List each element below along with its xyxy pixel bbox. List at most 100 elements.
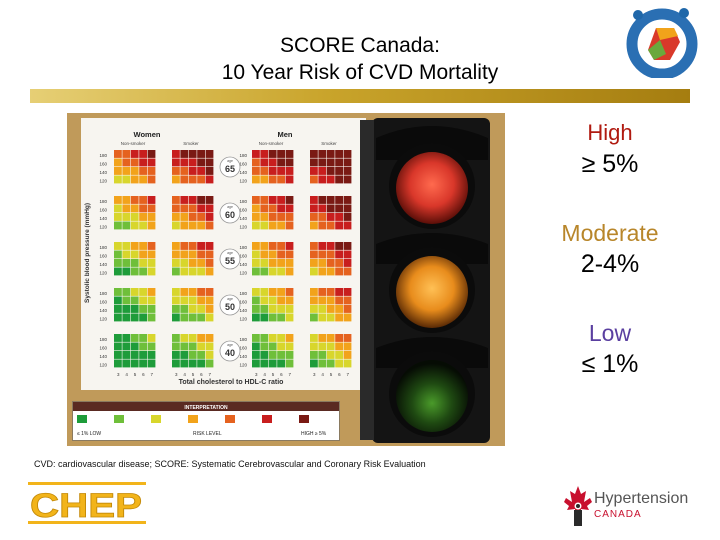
risk-cell (277, 196, 285, 204)
sbp-tick-label: 160 (239, 346, 247, 351)
risk-cell (335, 313, 343, 322)
risk-cell (188, 359, 197, 368)
risk-cell (139, 204, 147, 213)
hypertension-name: Hypertension (594, 490, 689, 507)
cholesterol-tick-label: 3 (313, 372, 316, 377)
risk-cell (197, 196, 205, 204)
risk-cell (180, 359, 189, 368)
risk-cell (205, 259, 214, 267)
risk-cell (343, 196, 352, 204)
cholesterol-tick-label: 7 (209, 372, 212, 377)
risk-level-high-word: High (587, 120, 633, 145)
risk-cell (277, 213, 285, 221)
risk-cell (318, 242, 327, 250)
risk-cell (139, 334, 147, 342)
risk-cell (343, 150, 352, 158)
risk-cell (130, 267, 139, 276)
risk-cell (268, 313, 277, 322)
risk-cell (268, 259, 277, 267)
risk-level-high-value: ≥ 5% (581, 150, 639, 178)
risk-cell (318, 288, 327, 296)
risk-cell (114, 359, 122, 368)
risk-cell (318, 204, 327, 213)
risk-cell (172, 158, 180, 167)
risk-cell (310, 158, 318, 167)
risk-cell (343, 158, 352, 167)
risk-cell (260, 196, 269, 204)
risk-cell (326, 221, 335, 230)
cholesterol-tick-label: 4 (125, 372, 128, 377)
risk-cell (122, 259, 131, 267)
risk-cell (260, 334, 269, 342)
risk-cell (114, 313, 122, 322)
risk-cell (326, 242, 335, 250)
risk-cell (130, 150, 139, 158)
risk-cell (139, 267, 147, 276)
risk-cell (326, 250, 335, 259)
risk-cell (114, 267, 122, 276)
sbp-tick-label: 120 (99, 271, 107, 276)
risk-cell (252, 196, 260, 204)
risk-cell (130, 351, 139, 359)
risk-cell (205, 351, 214, 359)
risk-cell (285, 305, 294, 313)
risk-cell (268, 351, 277, 359)
risk-cell (318, 296, 327, 305)
risk-cell (188, 204, 197, 213)
sbp-tick-label: 180 (99, 153, 107, 158)
risk-cell (277, 259, 285, 267)
risk-cell (205, 342, 214, 351)
risk-cell (180, 204, 189, 213)
risk-cell (197, 213, 205, 221)
cholesterol-tick-label: 3 (117, 372, 120, 377)
men-non-smoker-label: Non-smoker (259, 141, 284, 146)
risk-cell (172, 313, 180, 322)
risk-cell (277, 242, 285, 250)
risk-cell (277, 204, 285, 213)
sbp-tick-label: 140 (239, 170, 247, 175)
risk-cell (335, 242, 343, 250)
risk-cell (326, 267, 335, 276)
risk-cell (147, 250, 156, 259)
footnote: CVD: cardiovascular disease; SCORE: Syst… (34, 459, 426, 469)
risk-cell (310, 150, 318, 158)
risk-cell (188, 175, 197, 184)
risk-cell (147, 196, 156, 204)
risk-cell (188, 167, 197, 175)
risk-cell (172, 213, 180, 221)
risk-cell (277, 158, 285, 167)
title-line-1: SCORE Canada: (280, 34, 440, 57)
risk-cell (197, 288, 205, 296)
risk-cell (180, 267, 189, 276)
risk-cell (285, 359, 294, 368)
risk-cell (326, 150, 335, 158)
risk-cell (197, 305, 205, 313)
legend-swatch (225, 415, 235, 423)
cholesterol-tick-label: 3 (175, 372, 178, 377)
risk-cell (139, 196, 147, 204)
cholesterol-tick-label: 4 (183, 372, 186, 377)
cholesterol-tick-label: 6 (142, 372, 145, 377)
risk-cell (172, 221, 180, 230)
risk-cell (188, 250, 197, 259)
risk-cell (188, 267, 197, 276)
age-label: 60 (225, 210, 235, 220)
risk-cell (139, 158, 147, 167)
risk-cell (122, 342, 131, 351)
risk-cell (326, 259, 335, 267)
risk-cell (205, 288, 214, 296)
risk-cell (122, 213, 131, 221)
risk-cell (180, 158, 189, 167)
risk-cell (122, 296, 131, 305)
red-light (376, 126, 488, 229)
risk-cell (318, 267, 327, 276)
risk-cell (268, 213, 277, 221)
women-label: Women (134, 130, 161, 139)
risk-cell (310, 342, 318, 351)
sbp-tick-label: 120 (239, 317, 247, 322)
risk-cell (343, 221, 352, 230)
risk-cell (197, 259, 205, 267)
risk-cell (114, 296, 122, 305)
risk-cell (180, 150, 189, 158)
risk-cell (268, 221, 277, 230)
